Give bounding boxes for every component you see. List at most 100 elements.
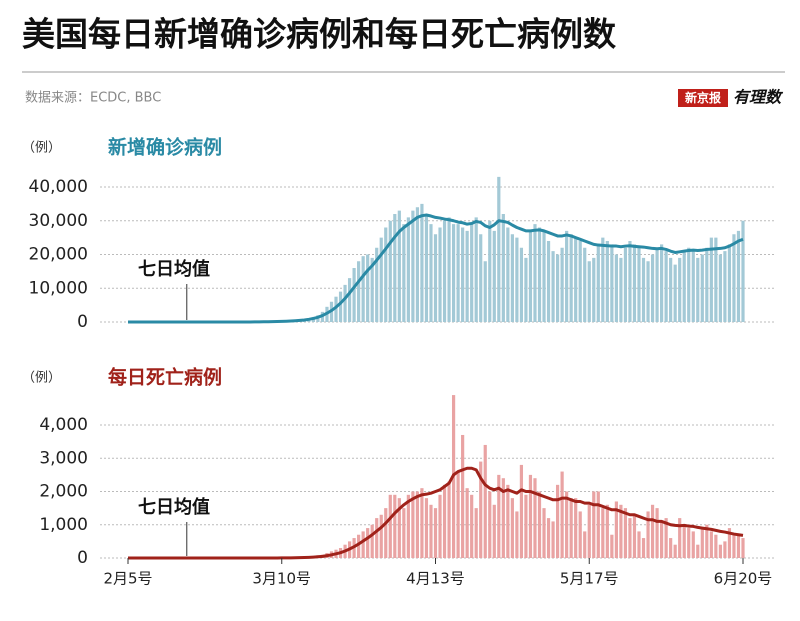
bar bbox=[352, 268, 356, 322]
bar bbox=[375, 518, 379, 558]
bar bbox=[537, 491, 542, 558]
bar bbox=[528, 474, 533, 558]
bar bbox=[492, 230, 496, 322]
bar bbox=[655, 247, 659, 322]
bar bbox=[614, 254, 618, 322]
bar bbox=[709, 531, 713, 558]
bar bbox=[551, 521, 555, 558]
bar bbox=[673, 264, 677, 322]
bar bbox=[533, 224, 537, 322]
bar bbox=[429, 224, 433, 322]
bar bbox=[411, 491, 415, 558]
bar bbox=[632, 514, 637, 558]
y-tick-label: 1,000 bbox=[39, 515, 88, 535]
x-tick-label: 3月10号 bbox=[252, 570, 311, 588]
bar bbox=[619, 504, 623, 558]
bar bbox=[533, 478, 537, 558]
bar bbox=[461, 227, 465, 322]
bar bbox=[583, 531, 587, 558]
bar bbox=[682, 524, 686, 558]
bar bbox=[583, 247, 587, 322]
bar bbox=[669, 538, 673, 558]
bar bbox=[470, 494, 474, 558]
y-tick-label: 0 bbox=[77, 548, 88, 568]
bar bbox=[451, 224, 456, 322]
annotation: 七日均值 bbox=[138, 496, 210, 518]
bar bbox=[447, 481, 451, 558]
bar bbox=[343, 284, 347, 322]
bar bbox=[433, 234, 438, 322]
bar bbox=[456, 471, 460, 558]
bar bbox=[433, 508, 438, 558]
bar bbox=[578, 511, 582, 558]
bar bbox=[718, 254, 722, 322]
bar bbox=[442, 484, 447, 558]
bar bbox=[718, 544, 722, 558]
bar bbox=[664, 251, 668, 322]
bar bbox=[334, 296, 338, 322]
bar bbox=[474, 217, 478, 322]
bar bbox=[479, 461, 483, 558]
bar bbox=[542, 508, 546, 558]
bar bbox=[537, 227, 542, 322]
bar bbox=[483, 261, 487, 322]
bar bbox=[650, 504, 655, 558]
bar bbox=[551, 251, 555, 322]
bar bbox=[488, 491, 492, 558]
bar bbox=[424, 498, 429, 558]
annotation: 七日均值 bbox=[138, 258, 210, 280]
bar bbox=[429, 504, 433, 558]
bar bbox=[442, 220, 447, 322]
bar bbox=[691, 251, 695, 322]
bar bbox=[646, 511, 650, 558]
bar bbox=[700, 254, 704, 322]
bar bbox=[574, 498, 578, 558]
bar bbox=[555, 484, 560, 558]
bar bbox=[605, 241, 609, 322]
bar bbox=[384, 227, 388, 322]
bar bbox=[700, 528, 704, 558]
bar bbox=[384, 508, 388, 558]
bar bbox=[406, 494, 410, 558]
bar bbox=[646, 261, 650, 322]
bar bbox=[574, 237, 578, 322]
bar bbox=[714, 534, 718, 558]
bar bbox=[388, 494, 392, 558]
bar bbox=[379, 237, 383, 322]
subtitle: 新增确诊病例 bbox=[108, 136, 222, 159]
bar bbox=[397, 210, 401, 322]
bar bbox=[660, 244, 664, 322]
bar bbox=[664, 518, 668, 558]
bar bbox=[393, 494, 397, 558]
bar bbox=[519, 464, 524, 558]
bar bbox=[402, 224, 406, 322]
bar bbox=[542, 230, 546, 322]
bar bbox=[628, 518, 632, 558]
bar bbox=[696, 544, 700, 558]
bar bbox=[470, 224, 474, 322]
bar bbox=[610, 244, 614, 322]
bar bbox=[732, 534, 736, 558]
bar bbox=[415, 491, 420, 558]
bar bbox=[592, 257, 596, 322]
bar bbox=[555, 254, 560, 322]
bar bbox=[424, 214, 429, 322]
bar bbox=[565, 491, 569, 558]
bar bbox=[488, 220, 492, 322]
bar bbox=[347, 278, 352, 322]
bar bbox=[623, 508, 628, 558]
bar bbox=[483, 444, 487, 558]
bar bbox=[682, 251, 686, 322]
bar bbox=[605, 504, 609, 558]
bar bbox=[623, 247, 628, 322]
bar bbox=[691, 531, 695, 558]
bar bbox=[492, 504, 496, 558]
bar bbox=[641, 538, 646, 558]
bar bbox=[506, 227, 510, 322]
bar bbox=[587, 504, 591, 558]
bar bbox=[727, 244, 732, 322]
unit-label: （例） bbox=[22, 141, 61, 156]
subtitle: 每日死亡病例 bbox=[108, 366, 222, 389]
bar bbox=[678, 257, 682, 322]
bar bbox=[565, 230, 569, 322]
